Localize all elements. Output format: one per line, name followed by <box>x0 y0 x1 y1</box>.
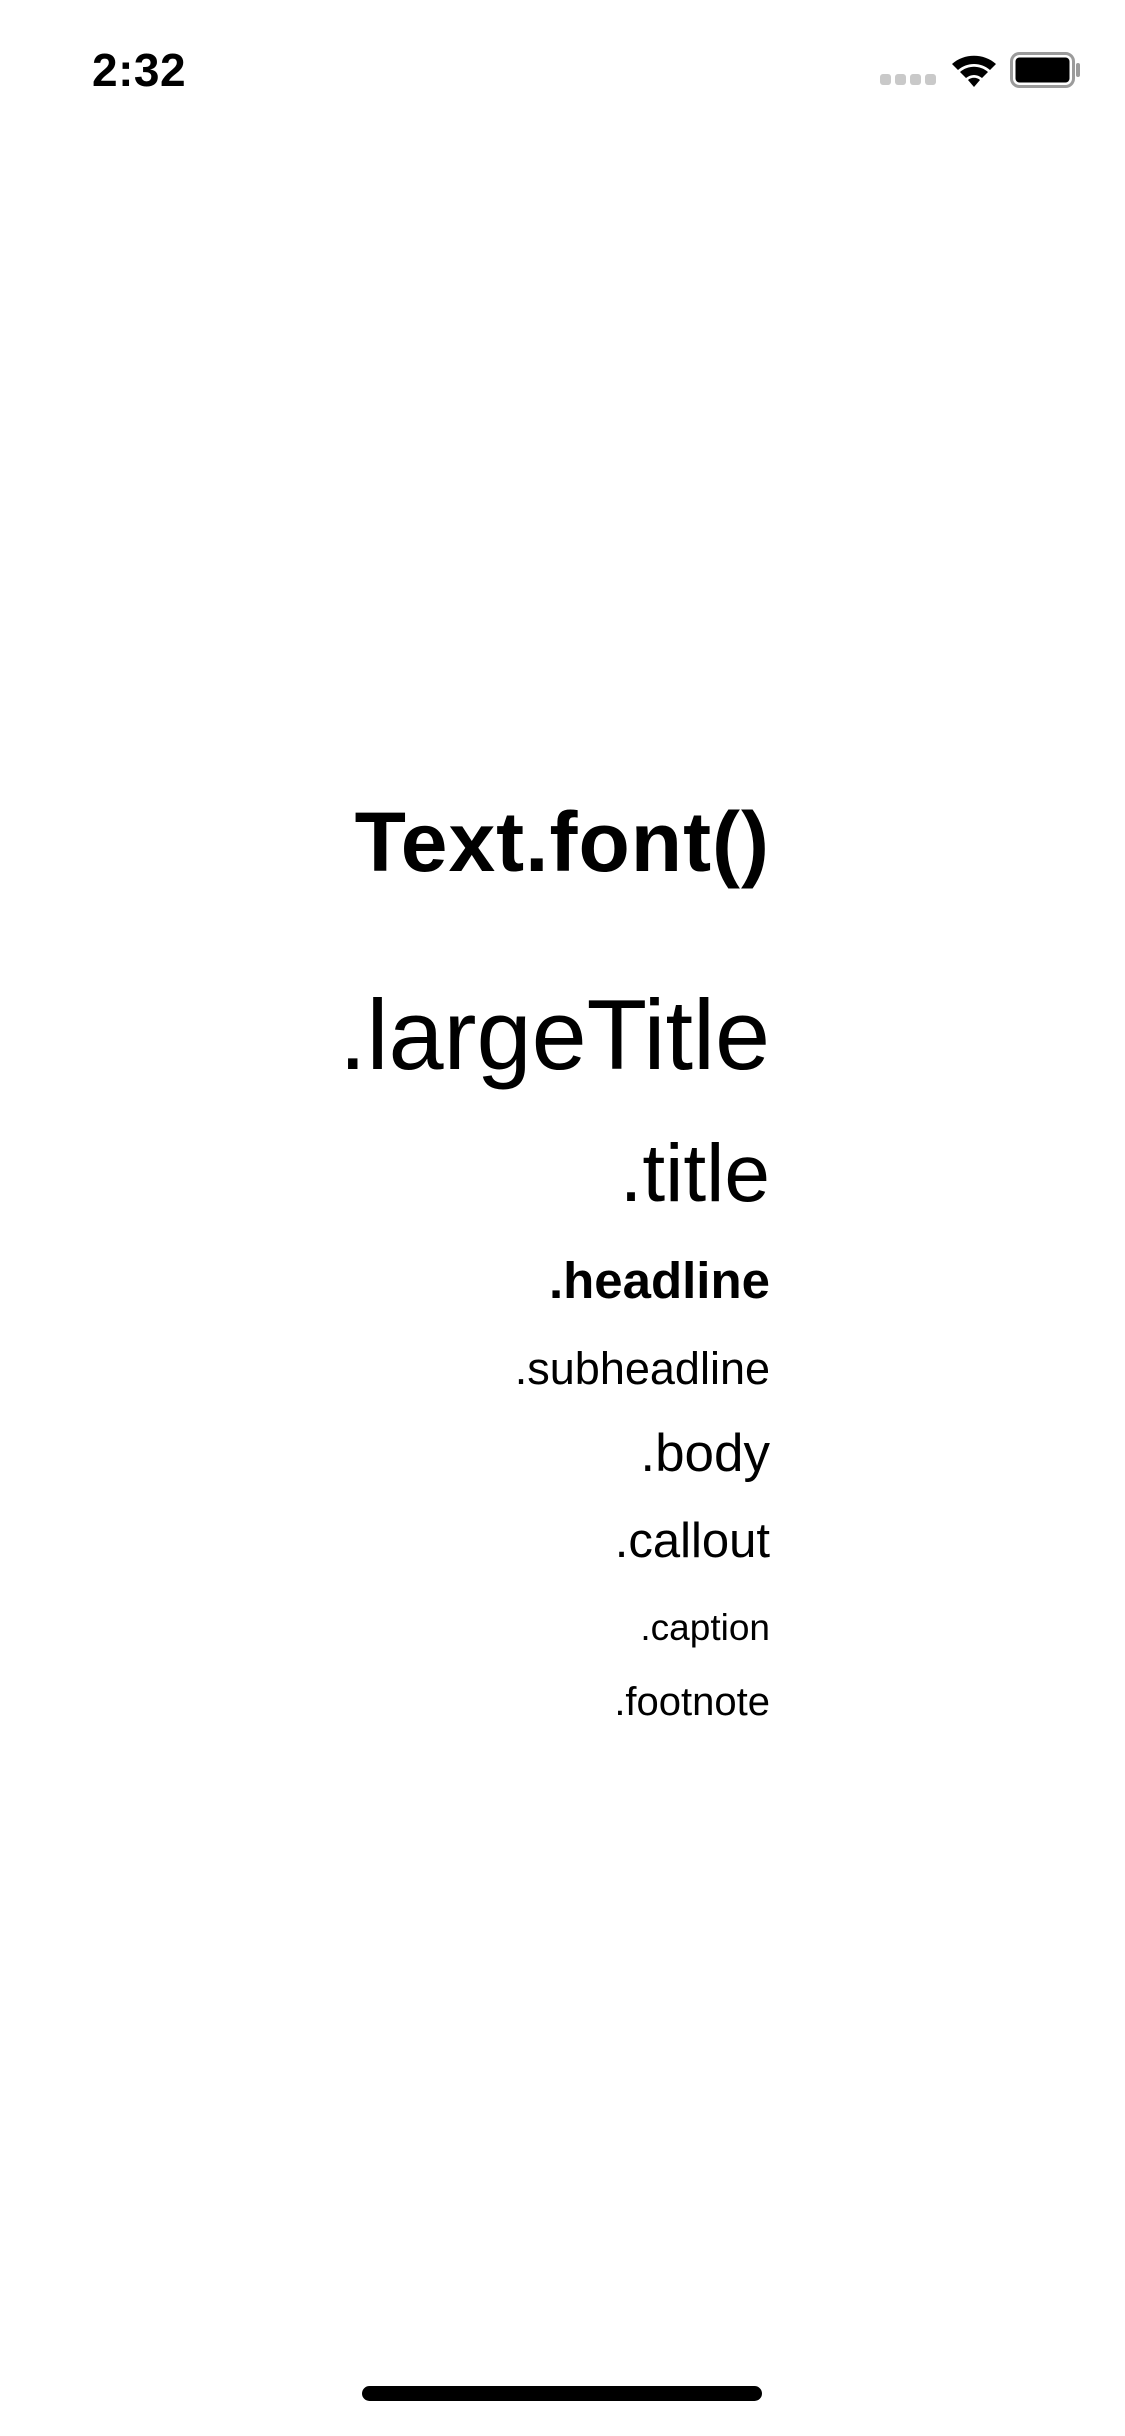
sample-headline: .headline <box>548 1252 770 1309</box>
status-bar: 2:32 <box>0 0 1125 140</box>
sample-caption: .caption <box>640 1607 770 1648</box>
sample-large-title: .largeTitle <box>339 979 770 1090</box>
sample-body: .body <box>640 1424 770 1483</box>
cellular-signal-icon <box>880 74 936 88</box>
home-indicator[interactable] <box>362 2386 762 2401</box>
battery-icon <box>1010 52 1080 88</box>
sample-footnote: .footnote <box>614 1680 770 1724</box>
wifi-icon <box>952 55 996 87</box>
sample-callout: .callout <box>614 1514 770 1568</box>
sample-title: .title <box>619 1128 770 1219</box>
page-title: Text.font() <box>354 795 770 889</box>
status-time: 2:32 <box>92 44 187 96</box>
sample-subheadline: .subheadline <box>514 1343 770 1394</box>
